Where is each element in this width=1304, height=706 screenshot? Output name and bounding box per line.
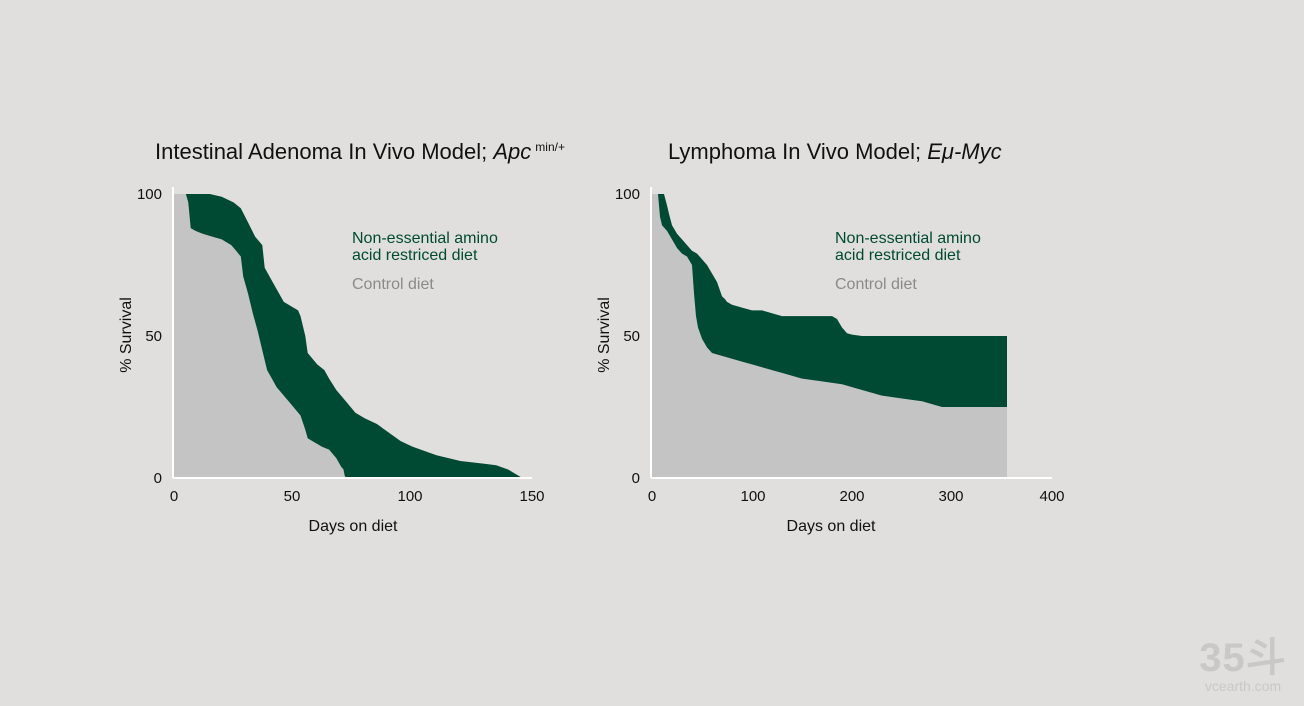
chart-1-ytick-50: 50: [145, 328, 162, 345]
chart-1-xtick-50: 50: [284, 488, 301, 505]
chart-1-xtick-100: 100: [397, 488, 422, 505]
chart-2-title: Lymphoma In Vivo Model; Eμ-Myc: [668, 139, 1002, 164]
chart-2-ytick-0: 0: [632, 470, 640, 487]
chart-2-xtick-400: 400: [1039, 488, 1064, 505]
watermark-url: vcearth.com: [1204, 678, 1282, 694]
chart-1-ytick-0: 0: [154, 470, 162, 487]
chart-2-ytick-50: 50: [623, 328, 640, 345]
chart-intestinal-adenoma: Intestinal Adenoma In Vivo Model; Apc min…: [118, 139, 565, 535]
chart-1-legend-control: Control diet: [352, 276, 434, 293]
chart-2-legend-control: Control diet: [835, 276, 917, 293]
chart-2-y-axis-label: % Survival: [596, 297, 613, 373]
chart-2-series-control-diet-area: [652, 194, 1007, 478]
watermark: 35斗 vcearth.com: [1198, 638, 1288, 694]
chart-2-xtick-0: 0: [648, 488, 656, 505]
watermark-logo: 35斗: [1199, 636, 1287, 680]
chart-1-plot-area: [174, 194, 523, 478]
chart-2-ytick-100: 100: [615, 186, 640, 203]
chart-1-xtick-0: 0: [170, 488, 178, 505]
chart-2-xtick-100: 100: [740, 488, 765, 505]
chart-2-legend-restricted: Non-essential amino acid restriced diet: [835, 230, 981, 264]
chart-1-legend-restricted: Non-essential amino acid restriced diet: [352, 230, 498, 264]
chart-1-ytick-100: 100: [137, 186, 162, 203]
chart-1-title: Intestinal Adenoma In Vivo Model; Apc min…: [155, 139, 565, 164]
chart-1-series-control-diet-area: [174, 194, 346, 478]
chart-lymphoma: Lymphoma In Vivo Model; Eμ-Myc 100 50 0 …: [596, 139, 1065, 535]
chart-2-xtick-300: 300: [938, 488, 963, 505]
chart-2-plot-area: [652, 194, 1007, 478]
chart-1-x-axis-label: Days on diet: [309, 518, 398, 535]
chart-2-x-axis-label: Days on diet: [787, 518, 876, 535]
chart-1-xtick-150: 150: [519, 488, 544, 505]
chart-1-y-axis-label: % Survival: [118, 297, 135, 373]
chart-2-xtick-200: 200: [839, 488, 864, 505]
